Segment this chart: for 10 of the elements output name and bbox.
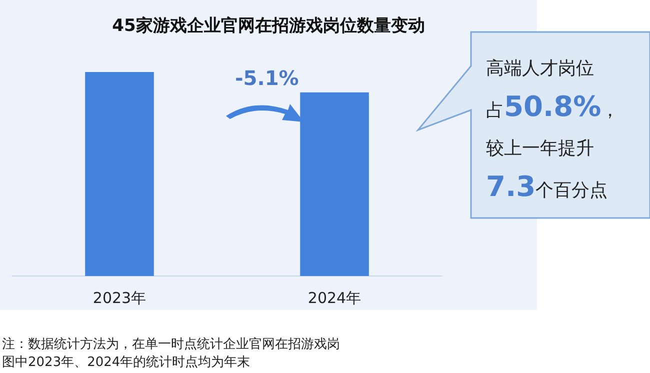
text: 占50.8%， — [486, 89, 620, 125]
text: 注：数据统计方法为，在单一时点统计企业官网在招游戏岗 — [2, 336, 340, 354]
text: 7.3个百分点 — [486, 169, 609, 205]
x-tick-label: 2024年 — [308, 288, 362, 307]
x-tick-label: 2023年 — [92, 288, 146, 307]
chart-title: 45家游戏企业官网在招游戏岗位数量变动 — [111, 15, 426, 37]
annotation: -5.1% — [235, 66, 299, 90]
text: 较上一年提升 — [486, 137, 595, 161]
text: 图中2023年、2024年的统计时点均为年末 — [2, 354, 252, 372]
text: 高端人才岗位 — [486, 57, 595, 81]
